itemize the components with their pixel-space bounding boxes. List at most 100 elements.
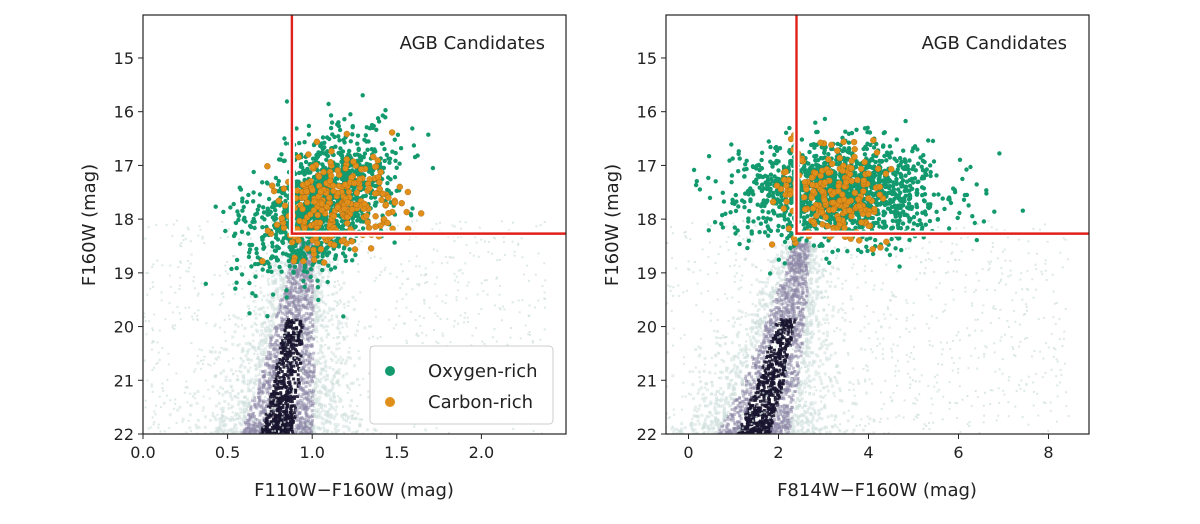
density-cell [292,364,296,368]
density-cell [308,389,311,392]
density-cell [327,268,330,272]
density-cell [481,340,484,343]
density-cell [301,358,304,360]
density-cell [242,374,245,378]
oxygen-rich-point [398,146,404,151]
density-cell [144,237,147,240]
density-cell [290,400,294,404]
density-cell [168,274,171,277]
density-cell [299,399,302,403]
density-cell [262,358,266,362]
oxygen-rich-point [320,146,326,152]
density-cell [304,391,308,395]
density-cell [413,425,416,428]
oxygen-rich-point [240,208,245,213]
density-cell [289,407,293,411]
density-cell [253,322,257,325]
density-cell [453,225,456,228]
oxygen-rich-point [266,261,271,266]
density-cell [290,312,294,316]
density-cell [287,308,291,312]
density-cell [204,379,207,382]
density-cell [157,361,159,364]
oxygen-rich-point [241,204,246,210]
density-cell [276,294,280,298]
density-cell [517,243,520,246]
density-cell [189,392,192,395]
density-cell [258,419,262,423]
density-cell [195,401,199,405]
density-cell [243,326,247,330]
density-cell [335,405,339,409]
oxygen-rich-point [412,154,418,160]
oxygen-rich-point [410,126,415,131]
density-cell [240,417,244,421]
density-cell [221,393,225,397]
density-cell [286,268,290,272]
oxygen-rich-point [410,206,415,211]
density-cell [285,398,289,402]
density-cell [352,256,355,259]
density-cell [475,326,477,329]
oxygen-rich-point [426,132,431,137]
density-cell [326,346,330,350]
density-cell [262,353,266,357]
density-cell [257,391,261,395]
density-cell [194,423,198,427]
density-cell [305,301,308,304]
density-cell [320,421,324,425]
density-cell [476,293,479,296]
oxygen-rich-point [292,264,298,269]
density-cell [209,364,212,367]
density-cell [211,385,215,389]
density-cell [257,359,261,363]
density-cell [351,431,355,434]
density-cell [269,367,273,371]
density-cell [313,405,316,408]
density-cell [230,397,234,401]
density-cell [323,361,327,365]
density-cell [335,360,339,364]
density-cell [192,395,194,398]
density-cell [220,346,223,349]
oxygen-rich-point [253,261,258,267]
density-cell [325,431,329,434]
density-cell [228,318,231,321]
density-cell [313,398,317,402]
oxygen-rich-point [362,151,368,156]
density-cell [288,373,292,377]
density-cell [246,410,250,413]
density-cell [231,335,235,339]
density-cell [181,417,185,421]
density-cell [306,307,310,311]
density-cell [263,374,266,378]
oxygen-rich-point [273,212,278,218]
density-cell [258,430,262,434]
density-cell [196,361,200,365]
density-cell [336,395,339,398]
density-cell [299,386,302,390]
density-cell [264,313,267,316]
density-cell [284,428,288,432]
density-cell [273,380,277,383]
density-cell [534,306,536,309]
density-cell [379,274,382,276]
density-cell [282,323,286,327]
density-cell [187,228,190,231]
density-cell [233,293,236,296]
density-cell [196,318,199,321]
density-cell [222,347,226,351]
density-cell [261,360,265,364]
density-cell [273,314,277,318]
oxygen-rich-point [280,240,286,245]
density-cell [319,292,323,296]
oxygen-rich-point [324,157,329,162]
oxygen-rich-point [325,279,330,285]
density-cell [289,411,292,414]
density-cell [215,358,218,361]
density-cell [209,418,212,422]
oxygen-rich-point [276,245,281,251]
oxygen-rich-point [236,212,241,218]
density-cell [323,315,327,319]
density-cell [296,395,300,398]
